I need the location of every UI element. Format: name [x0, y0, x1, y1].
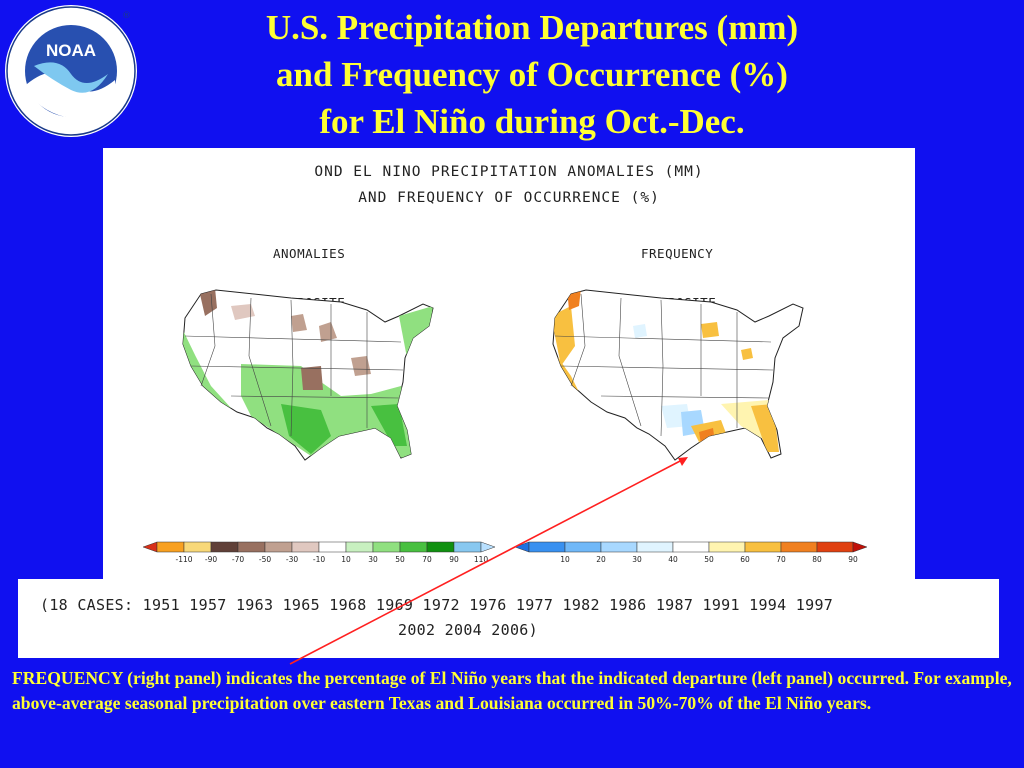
right-panel-label: FREQUENCY [641, 246, 714, 261]
cases-line-1: (18 CASES: 1951 1957 1963 1965 1968 1969… [40, 596, 834, 614]
anomalies-colorbar-tick-label: 50 [395, 555, 405, 564]
page-title-line-1: U.S. Precipitation Departures (mm) [265, 8, 799, 47]
anomalies-colorbar-swatch-low [143, 541, 158, 553]
anomalies-colorbar: -110 -90 -70 -50 -30 -10 10 30 50 70 90 110 [143, 541, 495, 564]
anomalies-colorbar-tick-label: -50 [259, 555, 271, 564]
anomalies-colorbar-tick-label: -110 [175, 555, 192, 564]
frequency-colorbar-tick-label: 70 [776, 555, 786, 564]
precipitation-figure: OND EL NINO PRECIPITATION ANOMALIES (MM)… [103, 148, 915, 580]
anomalies-colorbar-swatch [345, 541, 374, 553]
anomalies-colorbar-swatch [291, 541, 320, 553]
svg-text:®: ® [122, 11, 131, 21]
frequency-colorbar-swatch [672, 541, 710, 553]
frequency-colorbar-swatch [636, 541, 674, 553]
anomalies-colorbar-swatch [237, 541, 266, 553]
frequency-colorbar-tick-label: 60 [740, 555, 750, 564]
cases-line-2: 2002 2004 2006) [398, 621, 538, 639]
logo-text: NOAA [46, 41, 96, 60]
anomalies-colorbar-swatch [426, 541, 455, 553]
caption-text: FREQUENCY (right panel) indicates the pe… [12, 668, 1012, 713]
frequency-colorbar-tick-label: 40 [668, 555, 678, 564]
frequency-colorbar-swatch [744, 541, 782, 553]
frequency-colorbar-tick-label: 80 [812, 555, 822, 564]
frequency-colorbar-swatch [600, 541, 638, 553]
anomalies-colorbar-tick-label: 90 [449, 555, 459, 564]
anomalies-colorbar-tick-label: -90 [205, 555, 217, 564]
anomalies-colorbar-swatch [264, 541, 293, 553]
frequency-colorbar-tick-label: 20 [596, 555, 606, 564]
anomalies-colorbar-swatch [156, 541, 185, 553]
anomalies-colorbar-swatch [399, 541, 428, 553]
figure-title-line-1: OND EL NINO PRECIPITATION ANOMALIES (MM) [314, 164, 704, 180]
anomalies-colorbar-tick-label: -30 [286, 555, 298, 564]
page-title-line-3: for El Niño during Oct.-Dec. [319, 102, 745, 141]
left-panel-label: ANOMALIES [273, 246, 346, 261]
figure-title-line-2: AND FREQUENCY OF OCCURRENCE (%) [358, 190, 660, 206]
noaa-logo: NOAA ® [5, 5, 137, 137]
anomalies-colorbar-swatch [372, 541, 401, 553]
frequency-colorbar-swatch [780, 541, 818, 553]
anomalies-colorbar-tick-label: 70 [422, 555, 432, 564]
frequency-colorbar-swatch-high [852, 541, 867, 553]
anomalies-colorbar-swatch [210, 541, 239, 553]
frequency-colorbar: 10 20 30 40 50 60 70 80 90 [515, 541, 867, 564]
frequency-colorbar-swatch [528, 541, 566, 553]
anomalies-colorbar-swatch [318, 541, 347, 553]
frequency-colorbar-tick-label: 50 [704, 555, 714, 564]
anomalies-colorbar-swatch [453, 541, 482, 553]
frequency-map [552, 289, 804, 461]
anomalies-colorbar-tick-label: -10 [313, 555, 325, 564]
page-title-line-2: and Frequency of Occurrence (%) [276, 55, 788, 94]
frequency-colorbar-tick-label: 30 [632, 555, 642, 564]
frequency-colorbar-tick-label: 10 [560, 555, 570, 564]
anomalies-colorbar-swatch-high [480, 541, 495, 553]
frequency-colorbar-swatch [816, 541, 854, 553]
anomalies-map [182, 289, 434, 461]
frequency-colorbar-swatch [708, 541, 746, 553]
anomalies-colorbar-tick-label: -70 [232, 555, 244, 564]
cases-box: (18 CASES: 1951 1957 1963 1965 1968 1969… [18, 579, 999, 658]
anomalies-colorbar-tick-label: 110 [474, 555, 489, 564]
frequency-colorbar-tick-label: 90 [848, 555, 858, 564]
frequency-colorbar-swatch-low [515, 541, 530, 553]
anomalies-colorbar-swatch [183, 541, 212, 553]
anomalies-colorbar-tick-label: 10 [341, 555, 351, 564]
anomalies-colorbar-tick-label: 30 [368, 555, 378, 564]
frequency-colorbar-swatch [564, 541, 602, 553]
